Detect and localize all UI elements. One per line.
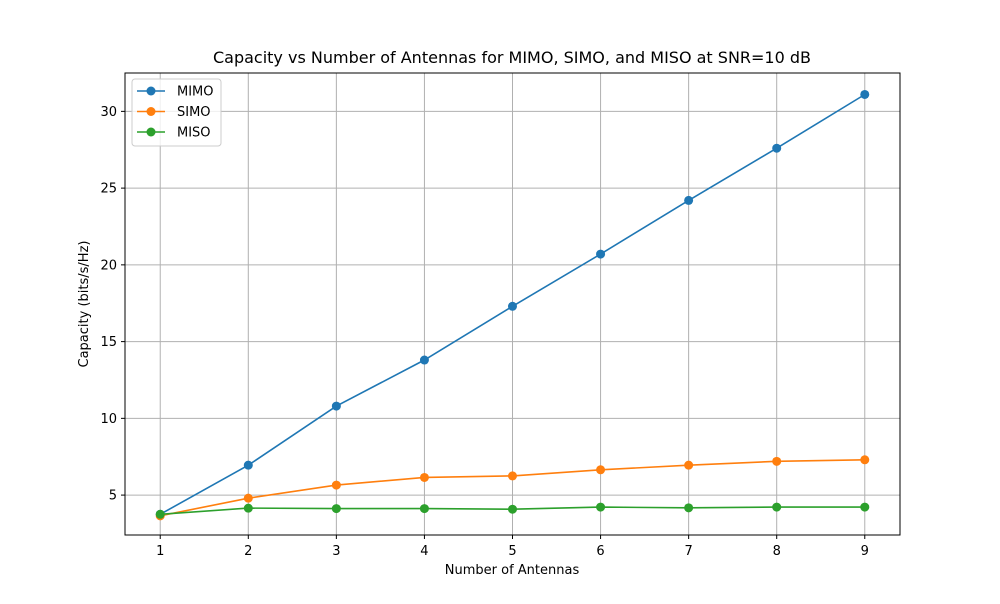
- data-point-miso: [508, 504, 517, 514]
- data-point-simo: [243, 493, 253, 503]
- series-miso: [155, 502, 870, 519]
- legend-entry-simo: SIMO: [137, 105, 211, 120]
- x-tick-label: 5: [508, 544, 516, 559]
- data-point-simo: [419, 472, 429, 482]
- x-axis-label: Number of Antennas: [445, 563, 580, 578]
- legend-marker-simo: [146, 107, 156, 116]
- data-point-simo: [772, 456, 782, 466]
- data-point-miso: [243, 503, 253, 513]
- data-point-mimo: [860, 89, 870, 99]
- data-point-mimo: [419, 355, 429, 365]
- data-point-miso: [684, 503, 694, 513]
- grid: [125, 73, 900, 535]
- data-point-simo: [508, 471, 517, 481]
- x-tick-label: 1: [156, 544, 164, 559]
- legend: MIMO SIMO MISO: [131, 78, 222, 147]
- y-tick-label: 30: [100, 105, 117, 120]
- data-point-mimo: [331, 401, 341, 411]
- x-tick-label: 2: [244, 544, 252, 559]
- data-point-mimo: [243, 460, 253, 470]
- data-point-simo: [684, 460, 694, 470]
- data-point-mimo: [772, 143, 782, 153]
- data-point-mimo: [684, 195, 694, 205]
- data-point-mimo: [508, 301, 517, 311]
- series-layer: [155, 89, 870, 521]
- legend-label-miso: MISO: [177, 126, 211, 141]
- data-point-miso: [419, 504, 429, 514]
- y-tick-label: 25: [100, 182, 117, 197]
- y-axis-label: Capacity (bits/s/Hz): [77, 241, 92, 368]
- y-tick-label: 10: [100, 412, 117, 427]
- y-tick-label: 5: [109, 489, 117, 504]
- data-point-simo: [331, 480, 341, 490]
- legend-label-simo: SIMO: [177, 105, 211, 120]
- data-point-miso: [155, 509, 165, 519]
- legend-marker-miso: [146, 127, 156, 137]
- y-tick-label: 20: [100, 258, 117, 273]
- data-point-miso: [772, 502, 782, 512]
- x-tick-label: 8: [773, 544, 781, 559]
- data-point-simo: [596, 465, 606, 475]
- data-point-miso: [596, 502, 606, 512]
- y-tick-label: 15: [100, 335, 117, 350]
- legend-entry-mimo: MIMO: [137, 85, 214, 100]
- legend-marker-mimo: [146, 86, 156, 96]
- legend-entry-miso: MISO: [137, 126, 211, 141]
- data-point-miso: [860, 502, 870, 512]
- x-tick-label: 6: [596, 544, 604, 559]
- x-tick-label: 4: [420, 544, 428, 559]
- data-point-simo: [860, 455, 870, 465]
- data-point-miso: [331, 504, 341, 514]
- x-tick-label: 3: [332, 544, 340, 559]
- x-tick-label: 7: [684, 544, 692, 559]
- x-tick-label: 9: [861, 544, 869, 559]
- axis-ticks: 1 2 3 4 5 6 7 8 9 5 10 15 20 25 30: [100, 105, 868, 559]
- data-point-mimo: [596, 249, 606, 259]
- chart-title: Capacity vs Number of Antennas for MIMO,…: [213, 48, 811, 67]
- legend-label-mimo: MIMO: [177, 85, 214, 100]
